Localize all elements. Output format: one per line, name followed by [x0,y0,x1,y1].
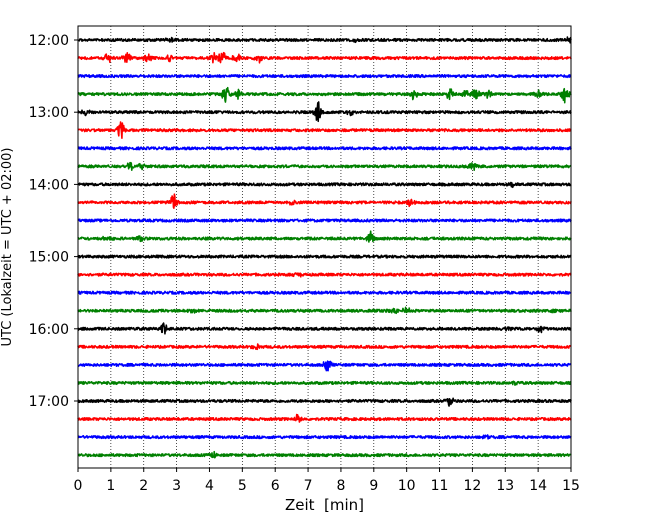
x-tick-label: 4 [205,478,214,494]
x-tick-label: 2 [139,478,148,494]
seismic-trace [77,193,572,209]
y-tick-label: 17:00 [29,394,69,410]
x-tick-label: 0 [74,478,83,494]
x-tick-label: 7 [304,478,313,494]
seismic-trace [77,450,572,459]
seismic-trace [77,36,572,44]
seismic-trace [77,434,572,440]
seismic-trace [77,343,572,351]
x-tick-label: 11 [431,478,449,494]
x-tick-label: 10 [398,478,416,494]
x-tick-label: 8 [336,478,345,494]
y-tick-label: 13:00 [29,105,69,121]
seismic-trace [77,322,572,335]
x-tick-label: 12 [463,478,481,494]
seismic-trace [77,272,572,278]
seismic-trace [77,254,572,259]
seismic-trace [77,360,572,372]
seismic-trace [77,74,572,79]
x-tick-label: 6 [271,478,280,494]
seismic-trace [77,218,572,223]
seismic-trace [77,380,572,386]
x-tick-label: 15 [562,478,580,494]
seismic-trace [77,397,572,407]
y-axis-label: UTC (Lokalzeit = UTC + 02:00) [0,148,15,347]
x-axis-label: Zeit [min] [285,496,364,514]
x-tick-label: 9 [369,478,378,494]
x-tick-label: 3 [172,478,181,494]
seismic-trace [77,413,572,423]
y-axis-ticks: 12:00 13:00 14:00 15:00 16:00 17:00 [29,33,78,410]
seismic-trace [77,101,572,123]
seismic-trace [77,86,572,104]
seismic-trace [77,51,572,64]
seismic-trace [77,290,572,295]
seismic-trace [77,306,572,315]
seismic-trace [77,181,572,189]
y-tick-label: 14:00 [29,177,69,193]
seismic-trace [77,230,572,243]
plot-frame [77,25,572,469]
x-axis-ticks: 0 1 2 3 4 5 6 7 8 9 10 11 12 13 14 15 [74,468,580,494]
y-tick-label: 16:00 [29,322,69,338]
x-tick-label: 13 [496,478,514,494]
x-tick-label: 5 [238,478,247,494]
y-tick-label: 15:00 [29,250,69,266]
y-tick-label: 12:00 [29,33,69,49]
x-tick-label: 1 [106,478,115,494]
seismic-trace [77,121,572,139]
seismic-trace [77,146,572,151]
x-tick-label: 14 [529,478,547,494]
seismic-trace [77,161,572,172]
seismic-traces [77,36,572,459]
